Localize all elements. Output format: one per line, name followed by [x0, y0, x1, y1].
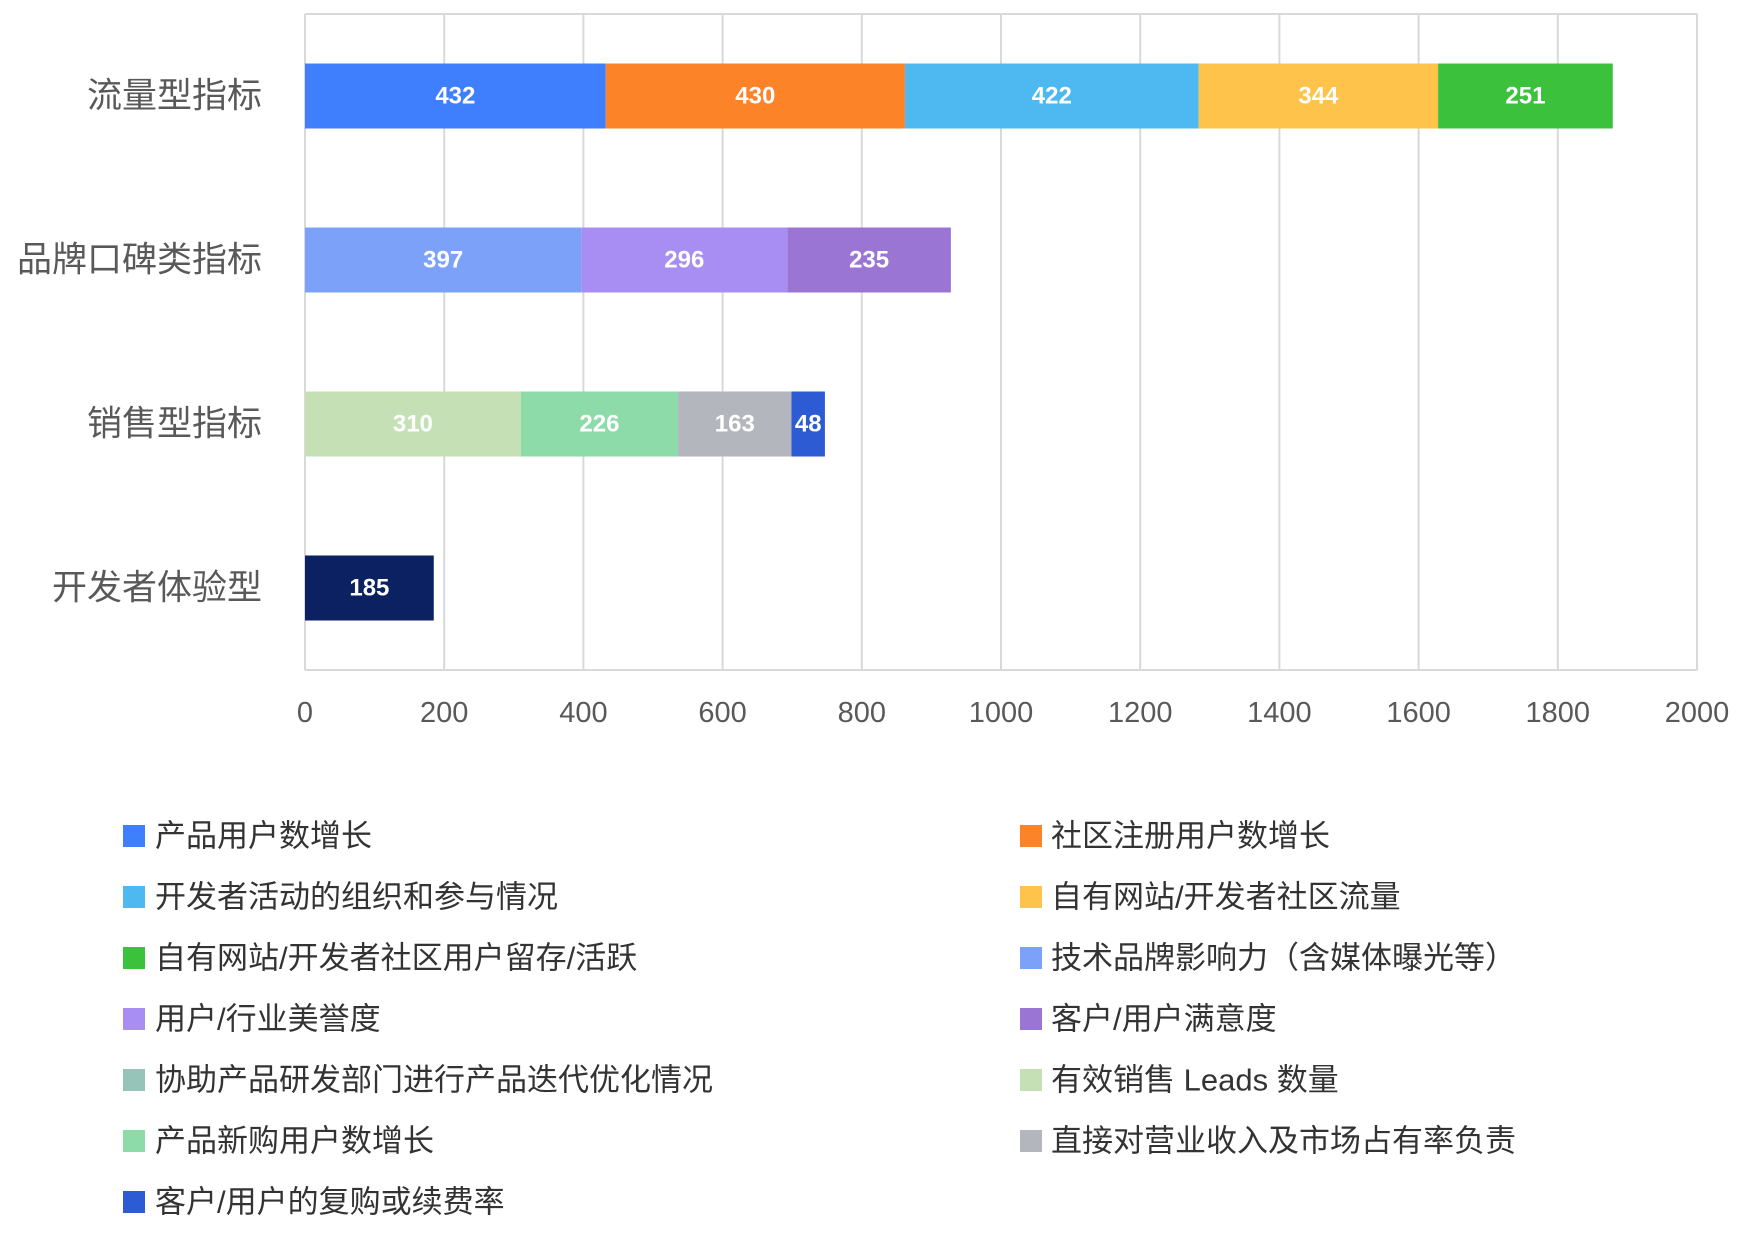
- data-label-c0-s1: 430: [735, 83, 775, 110]
- legend-label-0: 产品用户数增长: [155, 819, 372, 854]
- legend-label-2: 开发者活动的组织和参与情况: [155, 880, 558, 915]
- legend-item-9: 有效销售 Leads 数量: [1020, 1063, 1339, 1098]
- legend-item-5: 技术品牌影响力（含媒体曝光等）: [1020, 941, 1516, 976]
- x-tick-label-1200: 1200: [1108, 697, 1173, 729]
- data-label-c0-s3: 344: [1298, 83, 1339, 110]
- x-tick-label-600: 600: [698, 697, 746, 729]
- legend-item-0: 产品用户数增长: [123, 819, 372, 854]
- legend-label-6: 用户/行业美誉度: [155, 1002, 381, 1037]
- legend-swatch-4: [123, 947, 145, 969]
- legend-label-5: 技术品牌影响力（含媒体曝光等）: [1051, 941, 1516, 976]
- x-tick-label-1800: 1800: [1526, 697, 1591, 729]
- data-label-c1-s5: 397: [423, 247, 463, 274]
- legend-swatch-12: [123, 1191, 145, 1213]
- data-label-c2-s11: 163: [715, 411, 755, 438]
- legend-item-1: 社区注册用户数增长: [1020, 819, 1330, 854]
- legend-item-12: 客户/用户的复购或续费率: [123, 1185, 505, 1220]
- legend-label-8: 协助产品研发部门进行产品迭代优化情况: [155, 1063, 713, 1098]
- legend-label-4: 自有网站/开发者社区用户留存/活跃: [155, 941, 637, 976]
- data-label-c0-s4: 251: [1505, 83, 1545, 110]
- x-tick-label-0: 0: [297, 697, 313, 729]
- x-tick-label-200: 200: [420, 697, 468, 729]
- legend-swatch-2: [123, 886, 145, 908]
- legend-label-3: 自有网站/开发者社区流量: [1051, 880, 1401, 915]
- bar-segment-c1-s6: [581, 227, 788, 293]
- legend-label-10: 产品新购用户数增长: [155, 1124, 434, 1159]
- category-label-1: 品牌口碑类指标: [17, 241, 262, 280]
- legend-swatch-0: [123, 825, 145, 847]
- legend-item-4: 自有网站/开发者社区用户留存/活跃: [123, 941, 637, 976]
- x-tick-label-1400: 1400: [1247, 697, 1312, 729]
- legend-swatch-7: [1020, 1008, 1042, 1030]
- bar-segment-c1-s7: [787, 227, 951, 293]
- legend-item-11: 直接对营业收入及市场占有率负责: [1020, 1124, 1516, 1159]
- category-label-0: 流量型指标: [87, 77, 262, 116]
- legend-swatch-10: [123, 1130, 145, 1152]
- bar-segment-c0-s0: [305, 63, 606, 129]
- bar-segment-c0-s1: [605, 63, 905, 129]
- x-tick-label-1600: 1600: [1386, 697, 1451, 729]
- legend-item-2: 开发者活动的组织和参与情况: [123, 880, 558, 915]
- bar-segment-c2-s12: [791, 391, 825, 457]
- data-label-c0-s0: 432: [435, 83, 475, 110]
- legend-item-8: 协助产品研发部门进行产品迭代优化情况: [123, 1063, 713, 1098]
- legend-swatch-3: [1020, 886, 1042, 908]
- category-label-3: 开发者体验型: [52, 569, 262, 608]
- legend-label-11: 直接对营业收入及市场占有率负责: [1051, 1124, 1516, 1159]
- category-label-2: 销售型指标: [87, 405, 262, 444]
- legend-label-7: 客户/用户满意度: [1051, 1002, 1277, 1037]
- bar-segment-c0-s3: [1198, 63, 1439, 129]
- x-tick-label-400: 400: [559, 697, 607, 729]
- bar-segment-c2-s11: [678, 391, 792, 457]
- data-label-c0-s2: 422: [1032, 83, 1072, 110]
- legend-item-3: 自有网站/开发者社区流量: [1020, 880, 1401, 915]
- legend-swatch-1: [1020, 825, 1042, 847]
- data-label-c2-s10: 226: [579, 411, 619, 438]
- data-label-c2-s12: 48: [795, 411, 822, 438]
- data-label-c1-s7: 235: [849, 247, 889, 274]
- legend-label-9: 有效销售 Leads 数量: [1051, 1063, 1339, 1098]
- legend-item-7: 客户/用户满意度: [1020, 1002, 1277, 1037]
- data-label-c2-s9: 310: [393, 411, 433, 438]
- legend-item-6: 用户/行业美誉度: [123, 1002, 381, 1037]
- legend-swatch-9: [1020, 1069, 1042, 1091]
- legend-swatch-8: [123, 1069, 145, 1091]
- legend-item-10: 产品新购用户数增长: [123, 1124, 434, 1159]
- bar-segments: [305, 63, 1613, 621]
- legend-swatch-11: [1020, 1130, 1042, 1152]
- legend-label-12: 客户/用户的复购或续费率: [155, 1185, 505, 1220]
- bar-segment-c2-s10: [520, 391, 679, 457]
- x-axis-tick-labels: 0 200 400 600 800 1000 1200 1400 1600 1800 2000: [297, 697, 1729, 729]
- bar-segment-c3-s13: [305, 555, 434, 621]
- legend-swatch-6: [123, 1008, 145, 1030]
- legend-label-1: 社区注册用户数增长: [1051, 819, 1330, 854]
- bar-segment-c0-s4: [1438, 63, 1613, 129]
- x-tick-label-1000: 1000: [969, 697, 1034, 729]
- x-tick-label-2000: 2000: [1665, 697, 1730, 729]
- legend-swatch-5: [1020, 947, 1042, 969]
- data-label-c1-s6: 296: [664, 247, 704, 274]
- bar-segment-c1-s5: [305, 227, 582, 293]
- bar-segment-c2-s9: [305, 391, 521, 457]
- data-labels: 432 430 422 344 251 397 296 235 310 226 163 48 185: [349, 83, 1545, 602]
- data-label-c3-s13: 185: [349, 575, 389, 602]
- bar-segment-c0-s2: [904, 63, 1199, 129]
- x-tick-label-800: 800: [838, 697, 886, 729]
